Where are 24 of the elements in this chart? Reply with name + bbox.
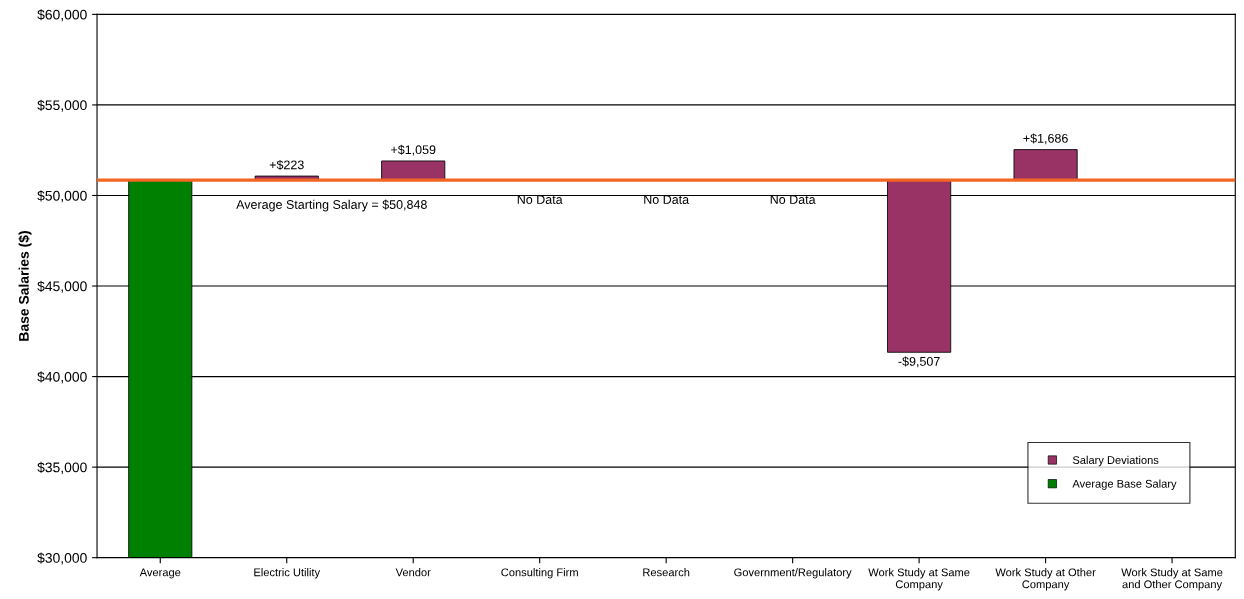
x-tick-label: Government/Regulatory [734,568,852,579]
y-axis-title: Base Salaries ($) [18,231,32,341]
x-tick-label: Work Study at Same Company [868,568,970,591]
y-tick-label: $30,000 [37,552,87,565]
x-tick-label: Electric Utility [254,568,321,579]
x-tick-label: Research [643,568,690,577]
legend-label: Salary Deviations [1072,455,1159,467]
x-tick-label: Average [139,568,181,579]
y-tick-label: $45,000 [37,280,87,293]
data-label: -$9,507 [898,356,940,368]
x-tick-label: Vendor [395,568,431,577]
x-tick-label: Work Study at Other Company [995,568,1096,591]
data-label: +$1,686 [1023,133,1068,145]
y-tick-label: $40,000 [37,371,87,384]
x-tick-label: Work Study at Same and Other Company [1121,568,1223,591]
data-label: +$223 [269,159,304,171]
y-tick-label: $50,000 [37,190,87,203]
y-tick-label: $55,000 [37,99,87,112]
x-tick-label: Consulting Firm [501,568,578,579]
data-label: +$1,059 [391,144,436,156]
legend-label: Average Base Salary [1072,479,1177,490]
ref-line-label: Average Starting Salary = $50,848 [236,199,427,212]
y-tick-label: $60,000 [37,9,87,22]
y-tick-label: $35,000 [37,461,87,474]
